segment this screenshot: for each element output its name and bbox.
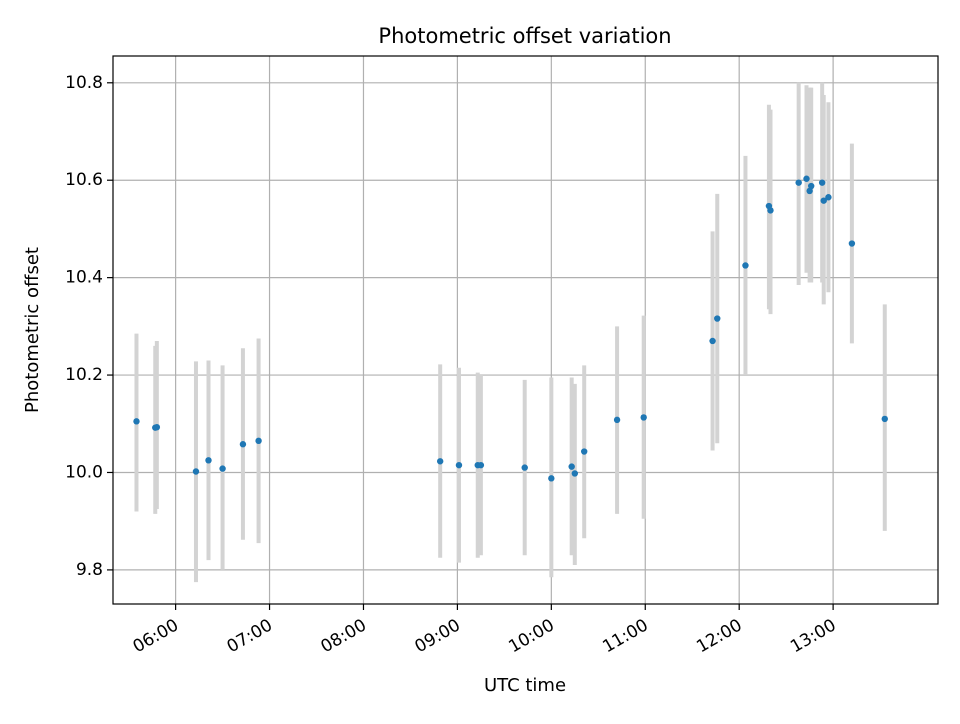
data-point bbox=[820, 197, 827, 204]
data-point bbox=[709, 337, 716, 345]
data-point bbox=[205, 457, 212, 464]
data-point bbox=[153, 423, 161, 431]
grid-layer bbox=[113, 56, 938, 604]
data-point bbox=[571, 470, 579, 477]
data-point bbox=[548, 475, 555, 482]
data-point bbox=[848, 240, 856, 247]
y-tick-label: 9.8 bbox=[76, 560, 103, 580]
y-axis-label: Photometric offset bbox=[22, 247, 43, 413]
data-point bbox=[714, 315, 721, 322]
y-tick-label: 10.6 bbox=[65, 170, 103, 190]
data-point bbox=[133, 418, 140, 425]
data-point bbox=[640, 414, 647, 421]
data-point bbox=[807, 182, 815, 190]
data-point bbox=[742, 262, 749, 269]
data-point bbox=[255, 437, 262, 445]
plot-frame bbox=[112, 55, 939, 605]
data-point bbox=[192, 468, 200, 475]
data-point bbox=[455, 461, 463, 469]
y-axis: 9.8 10.0 10.2 10.4 10.6 10.8 bbox=[65, 73, 113, 580]
data-point bbox=[806, 187, 813, 195]
data-point bbox=[803, 175, 810, 182]
data-point bbox=[581, 448, 588, 455]
data-point bbox=[795, 179, 802, 186]
y-tick-label: 10.8 bbox=[65, 73, 103, 93]
y-tick-label: 10.4 bbox=[65, 268, 103, 288]
data-point bbox=[568, 463, 575, 470]
data-point bbox=[613, 416, 621, 424]
data-point bbox=[881, 415, 888, 423]
chart-title: Photometric offset variation bbox=[378, 24, 671, 48]
data-point bbox=[818, 179, 826, 186]
data-point bbox=[767, 207, 774, 214]
data-point bbox=[825, 194, 832, 201]
y-tick-label: 10.2 bbox=[65, 365, 103, 385]
x-axis-label: UTC time bbox=[484, 675, 566, 696]
point-layer bbox=[133, 175, 888, 482]
data-point bbox=[219, 465, 226, 472]
y-tick-label: 10.0 bbox=[65, 462, 103, 482]
data-point bbox=[521, 464, 528, 471]
data-point bbox=[477, 461, 485, 469]
data-point bbox=[239, 441, 247, 448]
data-point bbox=[436, 458, 444, 465]
